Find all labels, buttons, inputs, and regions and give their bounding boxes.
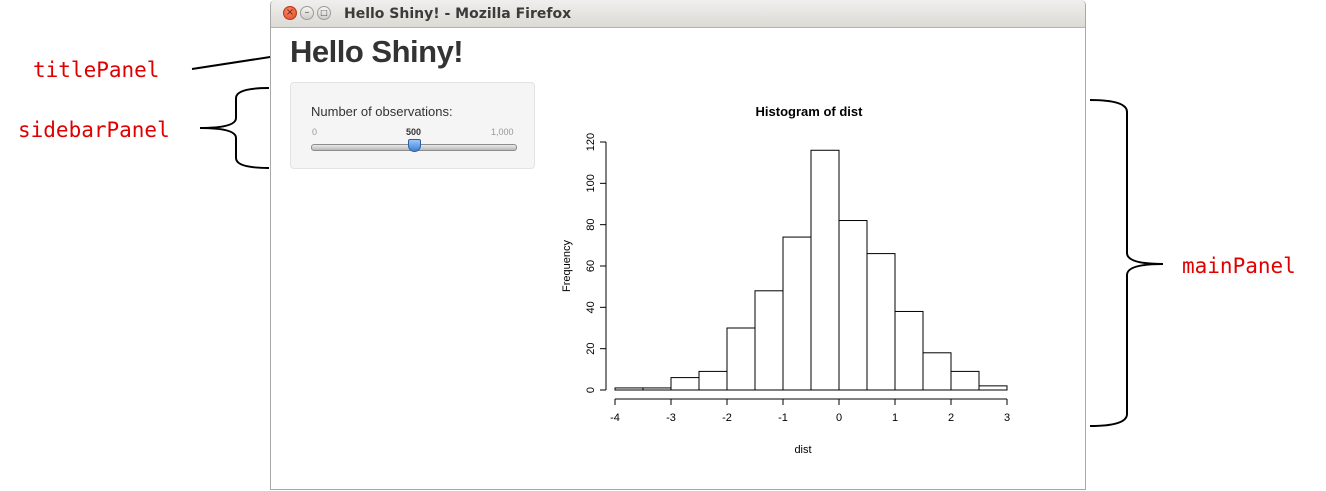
minimize-window-button[interactable]: – [300, 6, 314, 20]
histogram-bar [894, 310, 924, 391]
browser-window: × – □ Hello Shiny! - Mozilla Firefox Hel… [270, 0, 1086, 490]
window-title: Hello Shiny! - Mozilla Firefox [344, 6, 572, 22]
page-title: Hello Shiny! [290, 34, 464, 69]
y-axis-label: Frequency [561, 240, 573, 292]
mainpanel-annotation: mainPanel [1182, 254, 1296, 278]
y-tick-label: 0 [585, 387, 597, 393]
sidebar-panel: Number of observations: 0 500 1,000 [290, 82, 535, 169]
y-tick-label: 20 [585, 343, 597, 355]
x-tick-label: 0 [836, 412, 842, 424]
slider-min-label: 0 [312, 127, 318, 137]
x-tick-label: 1 [892, 412, 898, 424]
mainpanel-bracket [1089, 99, 1164, 427]
window-titlebar[interactable]: × – □ Hello Shiny! - Mozilla Firefox [271, 0, 1085, 28]
x-tick-label: 2 [948, 412, 954, 424]
y-tick-label: 100 [585, 174, 597, 192]
chart-title: Histogram of dist [756, 104, 864, 119]
histogram-bar [922, 352, 952, 391]
histogram-bar [866, 253, 896, 391]
maximize-window-button[interactable]: □ [317, 6, 331, 20]
x-tick-label: -1 [778, 412, 788, 424]
histogram-bar [726, 327, 756, 391]
histogram-bar [950, 370, 980, 391]
x-axis-label: dist [794, 444, 811, 456]
y-tick-label: 60 [585, 260, 597, 272]
histogram-bar [642, 387, 672, 391]
sidebarpanel-annotation: sidebarPanel [18, 118, 170, 142]
histogram-bar [838, 220, 868, 391]
close-window-button[interactable]: × [283, 6, 297, 20]
histogram-bar [754, 290, 784, 391]
slider-value-label: 500 [406, 127, 422, 137]
x-tick-label: -2 [722, 412, 732, 424]
slider-label: Number of observations: [311, 104, 453, 119]
sidebarpanel-bracket [199, 87, 270, 169]
titlepanel-annotation: titlePanel [33, 58, 160, 82]
histogram-bar [698, 370, 728, 391]
y-tick-label: 80 [585, 219, 597, 231]
histogram-bar [782, 236, 812, 391]
x-tick-label: -4 [610, 412, 620, 424]
y-tick-label: 120 [585, 133, 597, 151]
titlepanel-arrow [191, 51, 284, 70]
histogram-plot: Histogram of dist -4 -3 -2 -1 0 1 2 3 0 20 40 60 80 10… [561, 104, 1010, 456]
y-tick-label: 40 [585, 301, 597, 313]
histogram-bar [614, 387, 644, 391]
x-tick-label: 3 [1004, 412, 1010, 424]
histogram-bar [810, 149, 840, 391]
observations-slider-handle[interactable] [407, 139, 421, 152]
x-tick-label: -3 [666, 412, 676, 424]
histogram-bar [978, 385, 1008, 391]
slider-max-label: 1,000 [491, 127, 514, 137]
histogram-bar [670, 377, 700, 391]
